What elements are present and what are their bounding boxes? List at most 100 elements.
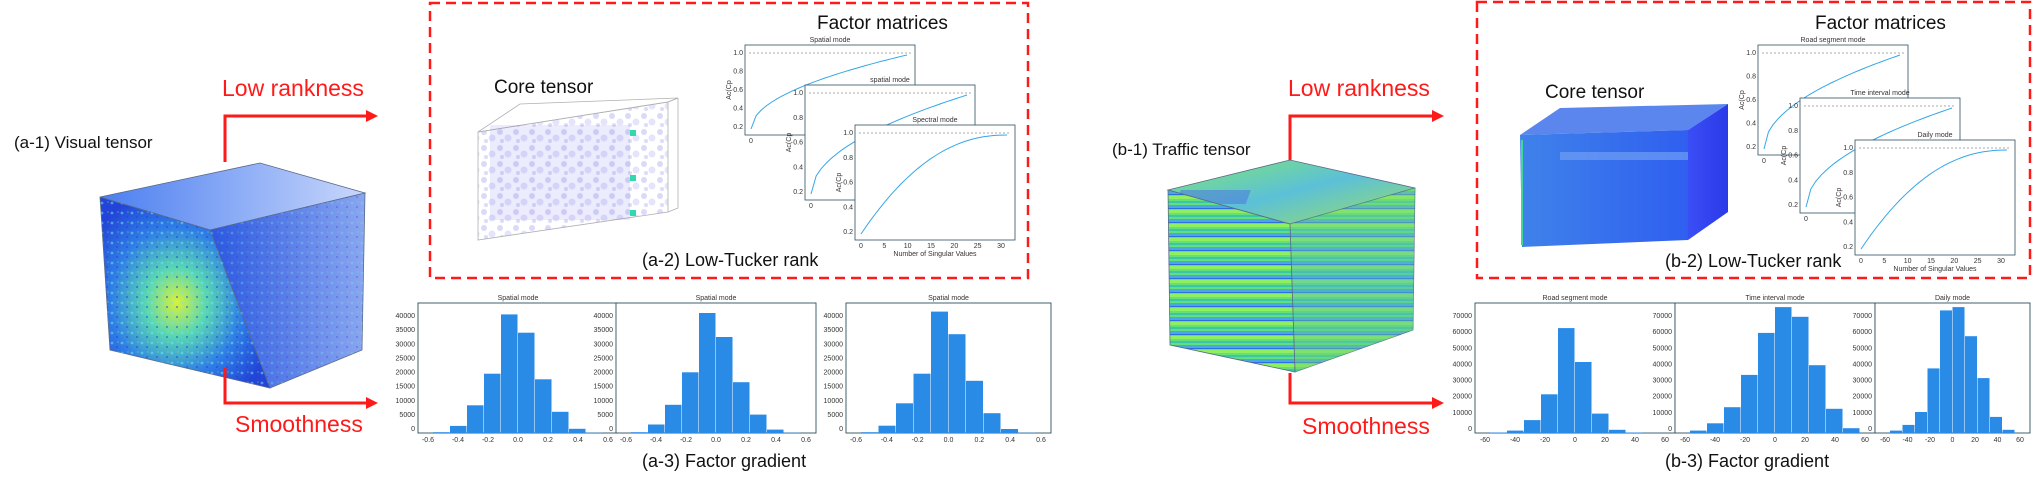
histogram-ytick: 50000 bbox=[1453, 345, 1473, 352]
histogram-xtick: 40 bbox=[1631, 437, 1639, 444]
factor-plot-ytick: 0.2 bbox=[1788, 202, 1798, 209]
factor-plot-xtick: 0 bbox=[1762, 158, 1766, 165]
factor-plot-ylabel: Ac(Cp bbox=[1781, 146, 1788, 166]
histogram-ytick: 0 bbox=[411, 426, 415, 433]
histogram-ytick: 20000 bbox=[396, 370, 416, 377]
factor-plot-ytick: 1.0 bbox=[1843, 145, 1853, 152]
histogram-xtick: -0.4 bbox=[452, 437, 464, 444]
factor-plot-xtick: 0 bbox=[809, 203, 813, 210]
histogram-ytick: 0 bbox=[839, 426, 843, 433]
histogram-bar bbox=[1965, 336, 1977, 433]
factor-gradient-caption-b: (b-3) Factor gradient bbox=[1665, 451, 1829, 471]
factor-plot-xlabel: Number of Singular Values bbox=[1893, 266, 1977, 273]
factor-plot-2: Daily mode 1.0 0.8 0.6 0.4 0.2 Ac(Cp 0 5 10 15 20 25… bbox=[1836, 132, 2016, 273]
histogram-title: Spatial mode bbox=[696, 295, 737, 302]
factor-plot-ytick: 0.8 bbox=[793, 115, 803, 122]
histogram-bar bbox=[878, 425, 896, 433]
histogram-bar bbox=[1775, 307, 1792, 433]
histogram-title: Time interval mode bbox=[1745, 295, 1804, 302]
histogram-bar bbox=[484, 373, 501, 433]
histogram-ytick: 35000 bbox=[824, 327, 844, 334]
factor-plot-ytick: 0.2 bbox=[793, 189, 803, 196]
factor-plot-ytick: 0.2 bbox=[1843, 244, 1853, 251]
panel-b: (b-1) Traffic tensor Low rankness Smooth… bbox=[1112, 0, 2032, 471]
histogram-ytick: 10000 bbox=[1453, 410, 1473, 417]
factor-plot-xtick: 0 bbox=[1859, 258, 1863, 265]
factor-plot-ytick: 0.4 bbox=[1746, 121, 1756, 128]
smoothness-arrow-b bbox=[1288, 373, 1444, 409]
factor-plot-xtick: 10 bbox=[1904, 258, 1912, 265]
factor-plot-ytick: 0.2 bbox=[843, 229, 853, 236]
histogram-ytick: 15000 bbox=[824, 384, 844, 391]
smoothness-label: Smoothness bbox=[235, 411, 363, 437]
histogram-ytick: 10000 bbox=[1653, 410, 1673, 417]
factor-plot-title: Daily mode bbox=[1917, 132, 1952, 139]
histogram-xtick: 40 bbox=[1994, 437, 2002, 444]
histogram-bar bbox=[682, 372, 699, 433]
histogram-ytick: 60000 bbox=[1853, 329, 1873, 336]
histogram-xtick: -0.2 bbox=[680, 437, 692, 444]
histogram-bar bbox=[1490, 432, 1507, 433]
histogram-ytick: 0 bbox=[1468, 426, 1472, 433]
factor-plot-ytick: 0.8 bbox=[1788, 128, 1798, 135]
factor-plot-ytick: 0.4 bbox=[793, 164, 803, 171]
histogram-bar bbox=[1592, 413, 1609, 433]
traffic-tensor-label: (b-1) Traffic tensor bbox=[1112, 140, 1251, 159]
histogram-bar bbox=[1758, 332, 1775, 433]
histogram-ytick: 0 bbox=[1868, 426, 1872, 433]
factor-plot-ytick: 0.6 bbox=[793, 140, 803, 147]
histogram-ytick: 10000 bbox=[594, 398, 614, 405]
low-rankness-arrow bbox=[223, 110, 378, 162]
histogram-xtick: -0.2 bbox=[912, 437, 924, 444]
factor-plot-ytick: 0.2 bbox=[1746, 144, 1756, 151]
histogram-bar bbox=[2002, 429, 2015, 433]
factor-plot-ytick: 1.0 bbox=[793, 90, 803, 97]
histogram-bar bbox=[699, 313, 716, 433]
histogram-ytick: 5000 bbox=[399, 412, 415, 419]
histogram-ytick: 0 bbox=[1668, 426, 1672, 433]
histogram-bar bbox=[1843, 428, 1860, 433]
histogram-xtick: 60 bbox=[1861, 437, 1869, 444]
histogram-xtick: -0.6 bbox=[850, 437, 862, 444]
histogram-0: Road segment mode70000600005000040000300… bbox=[1453, 295, 1676, 444]
histogram-bar bbox=[983, 413, 1001, 433]
histogram-bar bbox=[913, 373, 931, 433]
factor-plot-xtick: 15 bbox=[1927, 258, 1935, 265]
smoothness-arrow bbox=[223, 368, 378, 409]
histogram-xtick: 0.4 bbox=[573, 437, 583, 444]
histogram-xtick: 0.2 bbox=[974, 437, 984, 444]
histogram-ytick: 40000 bbox=[1853, 361, 1873, 368]
histogram-bar bbox=[1524, 420, 1541, 433]
visual-tensor-cube bbox=[99, 162, 367, 389]
histogram-bar bbox=[631, 432, 648, 433]
histogram-bar bbox=[450, 425, 467, 433]
histogram-bar bbox=[1690, 430, 1707, 433]
histogram-bar bbox=[896, 403, 913, 433]
factor-plot-ytick: 0.6 bbox=[1788, 153, 1798, 160]
histogram-0: Spatial mode 40000 35000 30000 25000 20000 150… bbox=[396, 295, 619, 444]
histogram-bar bbox=[1826, 408, 1843, 433]
factor-plot-ytick: 0.4 bbox=[1843, 219, 1853, 226]
factor-plot-ylabel: Ac(Cp bbox=[786, 133, 793, 153]
histogram-bar bbox=[552, 411, 569, 433]
histograms-a: Spatial mode 40000 35000 30000 25000 20000 150… bbox=[396, 295, 1052, 444]
histogram-ytick: 30000 bbox=[396, 341, 416, 348]
traffic-tensor-cube bbox=[1166, 159, 1416, 373]
factor-plots-b: Road segment mode 1.0 0.8 0.6 0.4 0.2 Ac(Cp 0 20… bbox=[1739, 37, 2016, 273]
factor-plot-ytick: 1.0 bbox=[733, 50, 743, 57]
histogram-xtick: 0.0 bbox=[944, 437, 954, 444]
histogram-ytick: 10000 bbox=[824, 398, 844, 405]
histogram-ytick: 15000 bbox=[594, 384, 614, 391]
factor-plot-ytick: 0.4 bbox=[843, 204, 853, 211]
factor-plot-curve bbox=[1860, 149, 2008, 250]
decomposition-box bbox=[428, 1, 1030, 280]
factor-plot-frame bbox=[854, 124, 1016, 241]
histogram-xtick: 0.0 bbox=[711, 437, 721, 444]
histogram-bar bbox=[1952, 307, 1965, 433]
histogram-ytick: 30000 bbox=[1653, 378, 1673, 385]
factor-plot-ylabel: Ac(Cp bbox=[836, 173, 843, 193]
factor-plot-ylabel: Ac(Cp bbox=[1739, 90, 1746, 110]
histogram-title: Daily mode bbox=[1935, 295, 1970, 302]
histogram-ytick: 25000 bbox=[594, 355, 614, 362]
